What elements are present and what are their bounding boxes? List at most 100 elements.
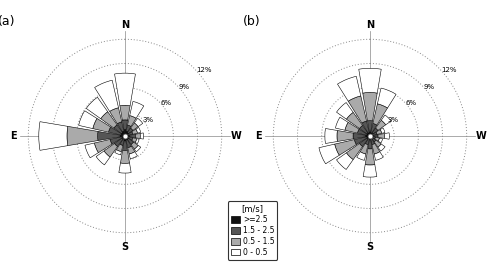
Bar: [381, 115, 391, 125]
Text: 12%: 12%: [440, 67, 456, 73]
Bar: [39, 122, 68, 150]
Bar: [67, 126, 98, 146]
Bar: [130, 123, 138, 130]
Bar: [128, 132, 133, 135]
Bar: [378, 88, 396, 108]
Bar: [86, 97, 108, 119]
Bar: [85, 143, 98, 158]
Bar: [345, 122, 359, 133]
Bar: [104, 143, 118, 157]
Bar: [114, 73, 136, 106]
Bar: [376, 120, 386, 130]
Bar: [336, 103, 353, 119]
Text: 6%: 6%: [160, 100, 172, 106]
Bar: [114, 138, 123, 147]
Bar: [337, 131, 353, 141]
Bar: [128, 137, 133, 140]
Bar: [125, 136, 127, 140]
Text: W: W: [231, 131, 241, 141]
Bar: [367, 134, 370, 136]
Bar: [94, 140, 112, 153]
Bar: [93, 119, 110, 132]
Text: E: E: [256, 131, 262, 141]
Bar: [94, 80, 118, 112]
Bar: [370, 136, 372, 138]
Bar: [122, 141, 128, 150]
Bar: [368, 133, 370, 136]
Text: (a): (a): [0, 15, 15, 28]
Bar: [373, 135, 378, 137]
Bar: [370, 136, 372, 138]
Bar: [370, 135, 373, 137]
Bar: [336, 117, 348, 130]
Bar: [356, 152, 366, 160]
Legend: >=2.5, 1.5 - 2.5, 0.5 - 1.5, 0 - 0.5: >=2.5, 1.5 - 2.5, 0.5 - 1.5, 0 - 0.5: [228, 201, 278, 260]
Bar: [125, 133, 128, 136]
Bar: [372, 137, 376, 139]
Text: E: E: [10, 131, 17, 141]
Bar: [384, 133, 390, 139]
Text: 9%: 9%: [423, 84, 434, 89]
Bar: [360, 125, 368, 134]
Bar: [110, 137, 122, 144]
Bar: [126, 140, 132, 148]
Bar: [125, 134, 128, 136]
Bar: [108, 127, 122, 135]
Bar: [363, 165, 377, 177]
Bar: [128, 138, 134, 144]
Bar: [120, 135, 125, 137]
Bar: [124, 136, 126, 141]
Bar: [365, 149, 375, 165]
Bar: [376, 129, 382, 134]
Bar: [114, 125, 122, 134]
Bar: [125, 136, 128, 138]
Text: 6%: 6%: [406, 100, 416, 106]
Bar: [334, 140, 356, 155]
Bar: [360, 144, 368, 154]
Bar: [136, 134, 140, 138]
Bar: [140, 133, 143, 139]
Bar: [370, 138, 374, 145]
Bar: [119, 163, 131, 173]
Bar: [125, 136, 128, 139]
Bar: [134, 118, 142, 127]
Bar: [78, 111, 97, 129]
Text: 12%: 12%: [196, 67, 211, 73]
Bar: [130, 101, 144, 118]
Bar: [370, 123, 377, 133]
Bar: [374, 152, 384, 160]
Text: N: N: [121, 20, 129, 30]
Bar: [125, 131, 128, 136]
Bar: [110, 108, 122, 124]
Bar: [368, 136, 370, 139]
Bar: [367, 136, 370, 138]
Bar: [121, 134, 125, 136]
Bar: [366, 135, 370, 137]
Bar: [122, 136, 125, 138]
Bar: [116, 144, 123, 152]
Bar: [120, 150, 130, 163]
Bar: [370, 133, 372, 136]
Bar: [359, 68, 381, 93]
Bar: [338, 76, 361, 101]
Bar: [378, 138, 382, 143]
Bar: [373, 104, 388, 125]
Bar: [348, 96, 366, 123]
Text: W: W: [476, 131, 486, 141]
Bar: [128, 128, 133, 134]
Bar: [362, 121, 370, 133]
Bar: [372, 137, 376, 142]
Bar: [114, 150, 121, 155]
Bar: [118, 122, 124, 132]
Bar: [126, 125, 131, 132]
Bar: [132, 129, 138, 134]
Bar: [131, 142, 138, 149]
Text: 9%: 9%: [178, 84, 189, 89]
Bar: [122, 133, 125, 136]
Bar: [370, 136, 372, 137]
Bar: [122, 131, 125, 136]
Bar: [96, 151, 110, 165]
Bar: [374, 140, 381, 147]
Bar: [346, 112, 362, 129]
Bar: [336, 153, 353, 169]
